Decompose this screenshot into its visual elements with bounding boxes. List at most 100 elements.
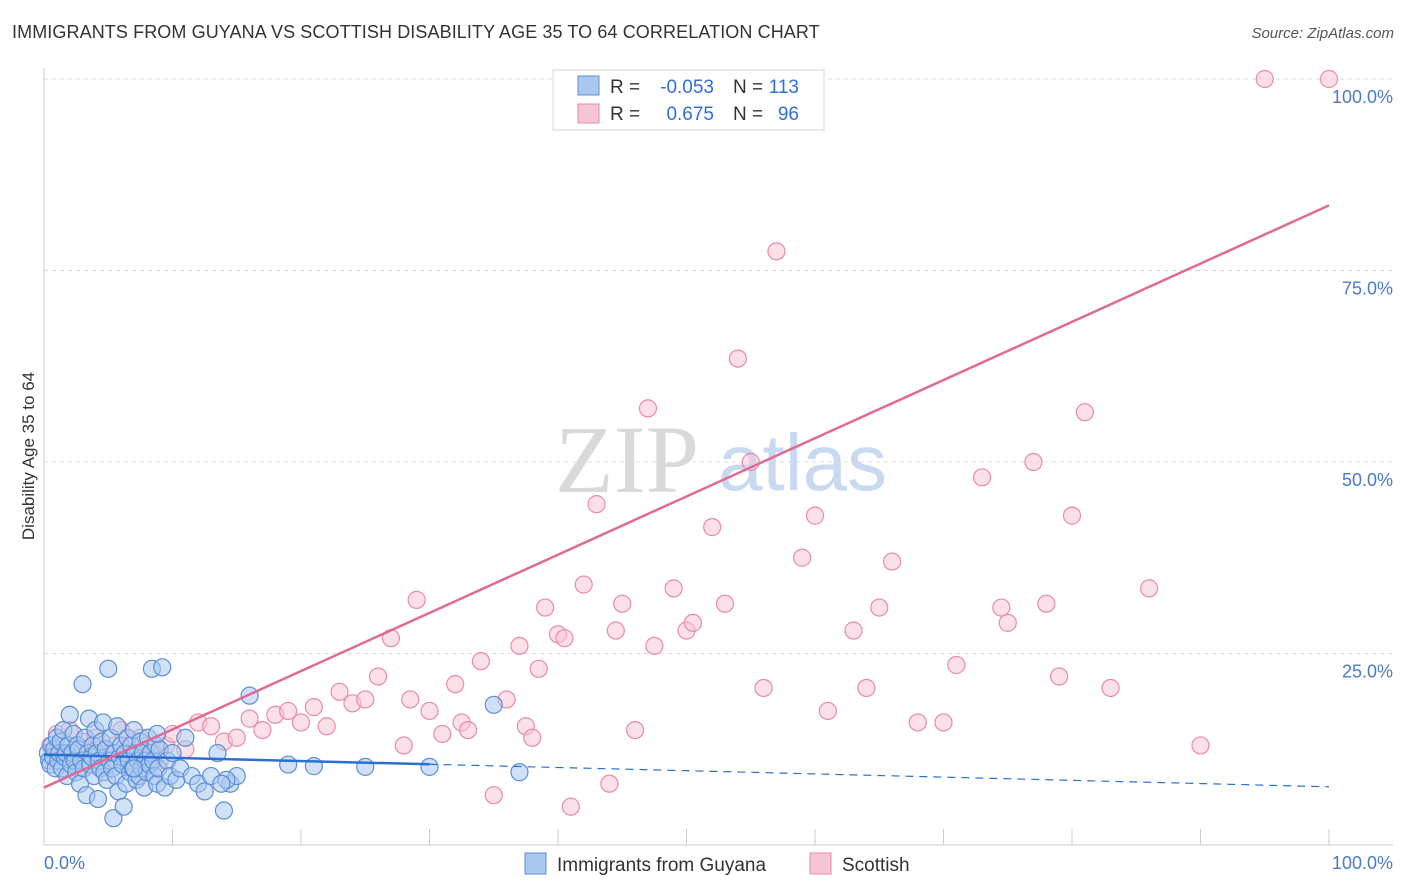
scottish-point-40: [420, 701, 439, 721]
watermark-zip: ZIP: [555, 406, 699, 513]
scottish-point-57: [587, 495, 606, 514]
scottish-point-52: [536, 598, 555, 617]
scottish-point-94: [1191, 736, 1210, 755]
scottish-point-44: [458, 720, 478, 740]
scottish-point-35: [369, 667, 388, 686]
scottish-point-56: [574, 575, 593, 594]
grid-lines: [44, 78, 1393, 654]
scottish-point-75: [805, 506, 825, 525]
scottish-point-63: [645, 636, 664, 655]
scottish-point-59: [606, 621, 625, 640]
bottom-legend-swatch-scottish: [809, 852, 832, 875]
scottish-point-74: [793, 548, 812, 567]
scottish-point-67: [703, 518, 722, 537]
guyana-point-102: [214, 801, 233, 820]
scottish-point-26: [253, 720, 272, 740]
scottish-point-50: [523, 728, 542, 747]
scottish-point-92: [1101, 678, 1120, 698]
guyana-point-99: [124, 759, 144, 778]
scottish-point-55: [561, 797, 580, 816]
y-axis-title: Disability Age 35 to 64: [19, 372, 38, 540]
scottish-point-32: [330, 682, 349, 701]
legend-swatch-guyana: [577, 75, 600, 96]
guyana-point-113: [510, 763, 529, 782]
scottish-point-24: [227, 728, 246, 747]
chart-title: IMMIGRANTS FROM GUYANA VS SCOTTISH DISAB…: [12, 22, 820, 42]
scottish-point-86: [998, 613, 1017, 632]
axes: [43, 68, 1393, 846]
scottish-point-78: [857, 678, 876, 698]
scottish-point-79: [870, 598, 889, 617]
x-axis-ticks: [172, 829, 1330, 845]
scottish-point-81: [908, 713, 927, 732]
legend-n-label-scottish: N =: [733, 104, 763, 125]
guyana-point-59: [114, 797, 133, 816]
guyana-point-111: [356, 757, 375, 776]
scottish-trend-line: [43, 204, 1330, 789]
guyana-point-39: [88, 789, 108, 809]
scottish-point-46: [484, 786, 503, 805]
scottish-point-30: [304, 698, 323, 717]
scottish-point-25: [240, 709, 259, 728]
scottish-point-96: [1319, 69, 1339, 89]
scottish-point-60: [613, 594, 632, 613]
scottish-point-28: [279, 701, 298, 721]
source-credit: Source: ZipAtlas.com: [1251, 25, 1394, 42]
legend-n-value-scottish: 96: [778, 104, 799, 125]
guyana-point-47: [99, 659, 118, 678]
guyana-point-88: [153, 658, 172, 677]
scottish-point-54: [555, 629, 574, 648]
scottish-point-77: [844, 621, 863, 640]
scottish-point-83: [947, 655, 966, 675]
scottish-point-39: [407, 590, 426, 609]
scottish-point-51: [529, 659, 548, 678]
scottish-point-64: [664, 579, 683, 598]
guyana-point-95: [176, 728, 195, 747]
scottish-point-76: [818, 701, 837, 721]
x-tick-label-min: 0.0%: [44, 853, 85, 873]
scottish-point-29: [291, 713, 311, 732]
scottish-point-38: [401, 690, 420, 709]
scottish-point-91: [1075, 403, 1094, 422]
guyana-point-27: [73, 675, 92, 694]
watermark: ZIP atlas: [555, 406, 887, 513]
scottish-point-31: [317, 717, 336, 736]
scottish-point-95: [1255, 69, 1274, 89]
scottish-point-41: [433, 724, 452, 744]
correlation-legend: R = -0.053 N = 113 R = 0.675 N = 96: [552, 69, 825, 131]
scottish-point-61: [625, 720, 645, 740]
guyana-point-114: [420, 757, 439, 776]
scottish-point-80: [882, 552, 902, 571]
scottish-point-93: [1139, 579, 1159, 598]
scottish-point-62: [638, 399, 658, 418]
scottish-point-90: [1062, 506, 1082, 525]
scottish-point-88: [1037, 594, 1056, 613]
bottom-legend-label-scottish: Scottish: [842, 855, 910, 876]
legend-n-label-guyana: N =: [733, 77, 763, 98]
y-tick-label-25: 25.0%: [1342, 662, 1393, 682]
guyana-point-17: [60, 705, 79, 724]
scottish-point-82: [934, 713, 953, 732]
bottom-legend-swatch-guyana: [524, 852, 547, 875]
legend-r-label-guyana: R =: [610, 77, 640, 98]
scottish-point-87: [1024, 452, 1043, 472]
scottish-points: [41, 69, 1339, 816]
x-tick-label-max: 100.0%: [1332, 853, 1393, 873]
y-tick-label-50: 50.0%: [1342, 470, 1393, 490]
scottish-point-68: [715, 594, 735, 613]
guyana-point-108: [212, 774, 231, 793]
series-legend: Immigrants from Guyana Scottish: [524, 852, 910, 876]
scottish-point-42: [446, 675, 465, 694]
scottish-point-89: [1050, 667, 1069, 686]
trend-lines: [43, 204, 1330, 789]
scottish-point-45: [471, 652, 490, 671]
guyana-point-112: [484, 695, 503, 714]
legend-r-value-guyana: -0.053: [660, 77, 714, 98]
scottish-point-71: [754, 678, 773, 698]
bottom-legend-label-guyana: Immigrants from Guyana: [557, 855, 766, 876]
scottish-point-37: [394, 736, 413, 755]
legend-r-label-scottish: R =: [610, 104, 640, 125]
scottish-point-34: [356, 690, 375, 709]
y-axis-tick-labels: 25.0% 50.0% 75.0% 100.0%: [1332, 87, 1393, 682]
